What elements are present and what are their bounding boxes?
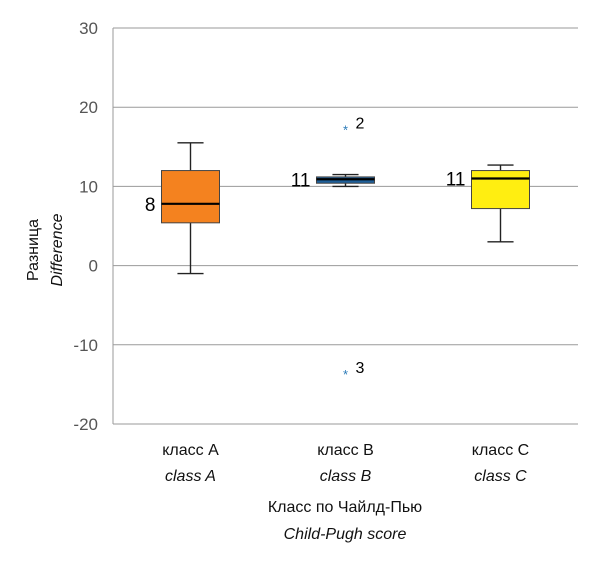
x-category-label: класс A [162, 442, 219, 459]
y-axis-title: Разница [25, 219, 42, 281]
y-tick-label: 0 [89, 257, 98, 276]
y-tick-label: 20 [79, 98, 98, 117]
y-axis-ticks: -20 -10 0 10 20 30 [73, 19, 98, 434]
box-iqr [161, 170, 220, 224]
outlier-label: 3 [356, 360, 365, 377]
y-tick-label: 10 [79, 177, 98, 196]
grid-lines [113, 27, 578, 425]
x-category-label-en: class C [474, 468, 527, 485]
y-tick-label: 30 [79, 19, 98, 38]
boxes: 8 11 * 2 * 3 11 [145, 115, 530, 382]
y-tick-label: -10 [73, 336, 98, 355]
x-category-label-en: class A [165, 468, 216, 485]
outlier-label: 2 [356, 115, 365, 132]
x-axis-title-en: Child-Pugh score [284, 526, 407, 543]
box-3: 11 [446, 164, 530, 243]
median-label: 8 [145, 195, 156, 216]
x-axis-title: Класс по Чайлд-Пью [268, 499, 422, 516]
outlier-point: * [343, 367, 348, 382]
box-2: 11 * 2 * 3 [291, 115, 375, 382]
median-label: 11 [446, 169, 466, 190]
outlier-point: * [343, 122, 348, 137]
y-axis-title-en: Difference [49, 213, 66, 286]
box-iqr [471, 170, 530, 210]
x-category-label-en: class B [320, 468, 372, 485]
y-tick-label: -20 [73, 415, 98, 434]
x-axis-category-labels: класс A class A класс B class B класс C class… [162, 442, 529, 485]
box-1: 8 [145, 142, 220, 275]
x-category-label: класс B [317, 442, 374, 459]
x-category-label: класс C [472, 442, 529, 459]
median-label: 11 [291, 170, 311, 191]
